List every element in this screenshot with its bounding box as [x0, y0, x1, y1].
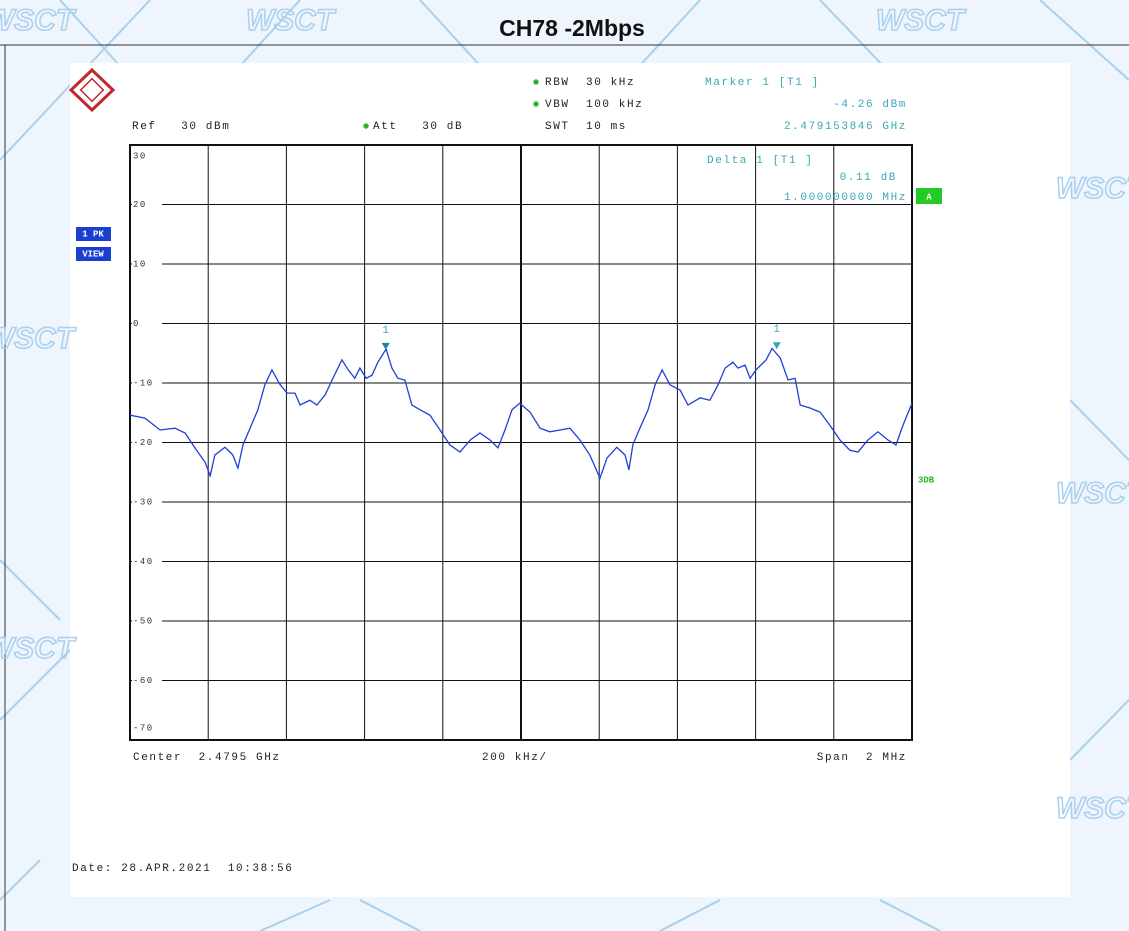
vbw: VBW 100 kHz	[545, 99, 643, 111]
y-tick-label: -50	[133, 616, 154, 626]
watermark: WSCT	[876, 4, 967, 37]
swt: SWT 10 ms	[545, 121, 627, 133]
view-badge	[76, 247, 111, 261]
delta-title: Delta 1 [T1 ]	[707, 155, 814, 167]
y-tick-label: 30	[133, 151, 147, 161]
view-label: VIEW	[82, 249, 104, 259]
watermark: WSCT	[1056, 792, 1129, 825]
marker-label: 1	[382, 325, 389, 337]
y-tick-label: 0	[133, 319, 140, 329]
marker	[772, 342, 781, 350]
plot-frame	[129, 144, 913, 741]
a-badge	[916, 188, 942, 204]
a-label: A	[926, 192, 932, 202]
tick-label-bg	[132, 377, 162, 389]
trace-badge	[76, 227, 111, 241]
y-tick-label: -10	[133, 378, 154, 388]
tick-label-bg	[132, 198, 162, 211]
y-tick-label: -60	[133, 676, 154, 686]
tick-label-bg	[132, 317, 162, 330]
date: Date: 28.APR.2021 10:38:56	[72, 863, 293, 875]
watermark: WSCT	[1056, 477, 1129, 510]
trace-label: 1 PK	[82, 229, 104, 239]
watermark: WSCT	[0, 4, 77, 37]
tick-label-bg	[132, 258, 162, 270]
y-tick-label: -40	[133, 557, 154, 567]
marker-level: -4.26 dBm	[833, 99, 907, 111]
y-tick-label: 10	[133, 259, 147, 269]
watermark: WSCT	[0, 632, 77, 665]
tick-label-bg	[132, 555, 162, 568]
attenuation: Att 30 dB	[373, 121, 463, 133]
rbw: RBW 30 kHz	[545, 77, 635, 89]
ref-level: Ref 30 dBm	[132, 121, 230, 133]
chart-title: CH78 -2Mbps	[499, 15, 645, 41]
rs-logo	[68, 67, 116, 113]
watermark: WSCT	[1056, 172, 1129, 205]
watermark: WSCT	[246, 4, 337, 37]
tick-label-bg	[132, 150, 162, 162]
tick-label-bg	[132, 436, 162, 449]
marker-label: 1	[773, 324, 780, 336]
watermark: WSCT	[0, 322, 77, 355]
y-tick-label: -70	[133, 723, 154, 733]
tick-label-bg	[132, 615, 162, 627]
db-label: 3DB	[918, 475, 935, 485]
stars	[363, 79, 539, 129]
y-tick-label: 20	[133, 200, 147, 210]
marker	[381, 342, 390, 350]
y-tick-label: -20	[133, 438, 154, 448]
delta-freq: 1.000000000 MHz	[784, 192, 907, 204]
tick-label-bg	[132, 722, 162, 734]
plot: 30 20 10 0 -10 -20 -30 -40 -50 -60 -70 1 1	[129, 144, 913, 741]
marker-title: Marker 1 [T1 ]	[705, 77, 820, 89]
span: Span 2 MHz	[817, 752, 907, 764]
y-tick-label: -30	[133, 497, 154, 507]
marker-freq: 2.479153846 GHz	[784, 121, 907, 133]
delta-level: 0.11 dB	[840, 172, 897, 184]
tick-label-bg	[132, 674, 162, 687]
division: 200 kHz/	[482, 752, 548, 764]
trace	[129, 347, 913, 480]
center-freq: Center 2.4795 GHz	[133, 752, 281, 764]
watermarks: WSCT WSCT WSCT WSCT WSCT WSCT WSCT WSCT	[0, 3, 1129, 826]
tick-label-bg	[132, 496, 162, 508]
